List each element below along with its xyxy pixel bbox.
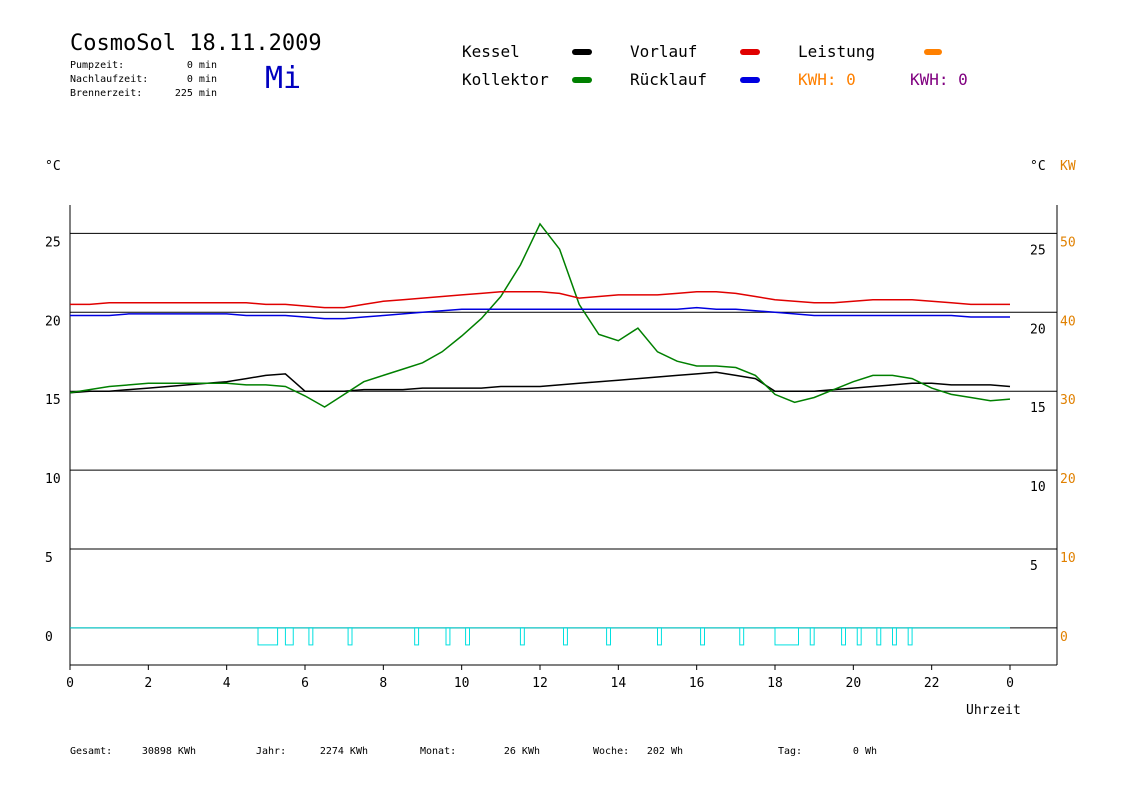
stat-value: 225 min xyxy=(175,88,217,99)
x-tick-label: 2 xyxy=(144,676,152,691)
pump-pulse xyxy=(657,627,662,646)
pump-pulse xyxy=(841,627,846,646)
kwh: KWH: 0 xyxy=(798,70,856,89)
pump-pulse xyxy=(414,627,420,646)
y2-tick-label: 15 xyxy=(1030,401,1046,416)
stat-label: Brennerzeit: xyxy=(70,88,142,99)
x-tick-label: 20 xyxy=(846,676,862,691)
pump-pulse xyxy=(445,627,451,646)
y3-tick-label: 0 xyxy=(1060,630,1068,645)
y3-tick-label: 30 xyxy=(1060,393,1076,408)
pump-pulse xyxy=(856,627,862,646)
footer-value: 30898 KWh xyxy=(142,746,196,757)
series-line xyxy=(69,222,1011,408)
y2-tick-label: 25 xyxy=(1030,243,1046,258)
y3-tick-label: 10 xyxy=(1060,551,1076,566)
legend-label: Leistung xyxy=(798,42,875,61)
footer-value: 2274 KWh xyxy=(320,746,368,757)
y3-unit: KW xyxy=(1060,159,1076,174)
pump-pulse xyxy=(347,627,353,646)
title: CosmoSol 18.11.2009 xyxy=(70,31,322,56)
footer-value: 26 KWh xyxy=(504,746,540,757)
stat-value: 0 min xyxy=(187,74,217,85)
legend-label: Kollektor xyxy=(462,70,549,89)
x-tick-label: 18 xyxy=(767,676,783,691)
x-tick-label: 4 xyxy=(223,676,231,691)
y3-tick-label: 50 xyxy=(1060,235,1076,250)
footer-value: 0 Wh xyxy=(853,746,877,757)
pump-pulse xyxy=(809,627,815,646)
stat-label: Nachlaufzeit: xyxy=(70,74,148,85)
x-label: Uhrzeit xyxy=(966,703,1021,718)
x-tick-label: 10 xyxy=(454,676,470,691)
pump-pulse xyxy=(519,627,525,646)
day: Mi xyxy=(265,61,301,96)
x-tick-label: 8 xyxy=(379,676,387,691)
x-tick-label: 6 xyxy=(301,676,309,691)
y2-tick-label: 5 xyxy=(1030,559,1038,574)
y3-tick-label: 40 xyxy=(1060,314,1076,329)
x-tick-label: 16 xyxy=(689,676,705,691)
y-unit: °C xyxy=(45,159,61,174)
y2-tick-label: 20 xyxy=(1030,322,1046,337)
y-tick-label: 25 xyxy=(45,235,61,250)
footer-label: Gesamt: xyxy=(70,746,112,757)
footer-label: Tag: xyxy=(778,746,802,757)
pump-pulse xyxy=(739,627,745,646)
y-tick-label: 0 xyxy=(45,630,53,645)
footer-label: Jahr: xyxy=(256,746,286,757)
pump-pulse xyxy=(892,627,897,646)
footer-value: 202 Wh xyxy=(647,746,683,757)
y3-tick-label: 20 xyxy=(1060,472,1076,487)
footer-label: Monat: xyxy=(420,746,456,757)
pump-pulse xyxy=(876,627,882,646)
pump-pulse xyxy=(465,627,471,646)
pump-pulse xyxy=(907,627,913,646)
stat-value: 0 min xyxy=(187,60,217,71)
x-tick-label: 12 xyxy=(532,676,548,691)
legend-label: Rücklauf xyxy=(630,70,707,89)
kwh: KWH: 0 xyxy=(910,70,968,89)
y-tick-label: 15 xyxy=(45,393,61,408)
x-tick-label: 14 xyxy=(611,676,627,691)
y-tick-label: 5 xyxy=(45,551,53,566)
series-line xyxy=(70,306,1010,320)
footer-label: Woche: xyxy=(593,746,629,757)
y-tick-label: 20 xyxy=(45,314,61,329)
y2-tick-label: 10 xyxy=(1030,480,1046,495)
x-tick-label: 0 xyxy=(1006,676,1014,691)
x-tick-label: 22 xyxy=(924,676,940,691)
legend-label: Kessel xyxy=(462,42,520,61)
pump-pulse xyxy=(700,627,705,646)
y2-unit: °C xyxy=(1030,159,1046,174)
pump-pulse xyxy=(774,627,799,646)
y-tick-label: 10 xyxy=(45,472,61,487)
pump-pulse xyxy=(563,627,568,646)
series-line xyxy=(69,371,1011,394)
pump-pulse xyxy=(308,627,314,646)
stat-label: Pumpzeit: xyxy=(70,60,124,71)
legend-label: Vorlauf xyxy=(630,42,697,61)
pump-pulse xyxy=(606,627,611,646)
series-line xyxy=(70,291,1010,309)
x-tick-label: 0 xyxy=(66,676,74,691)
pump-pulse xyxy=(257,627,279,646)
pump-pulse xyxy=(284,627,294,646)
